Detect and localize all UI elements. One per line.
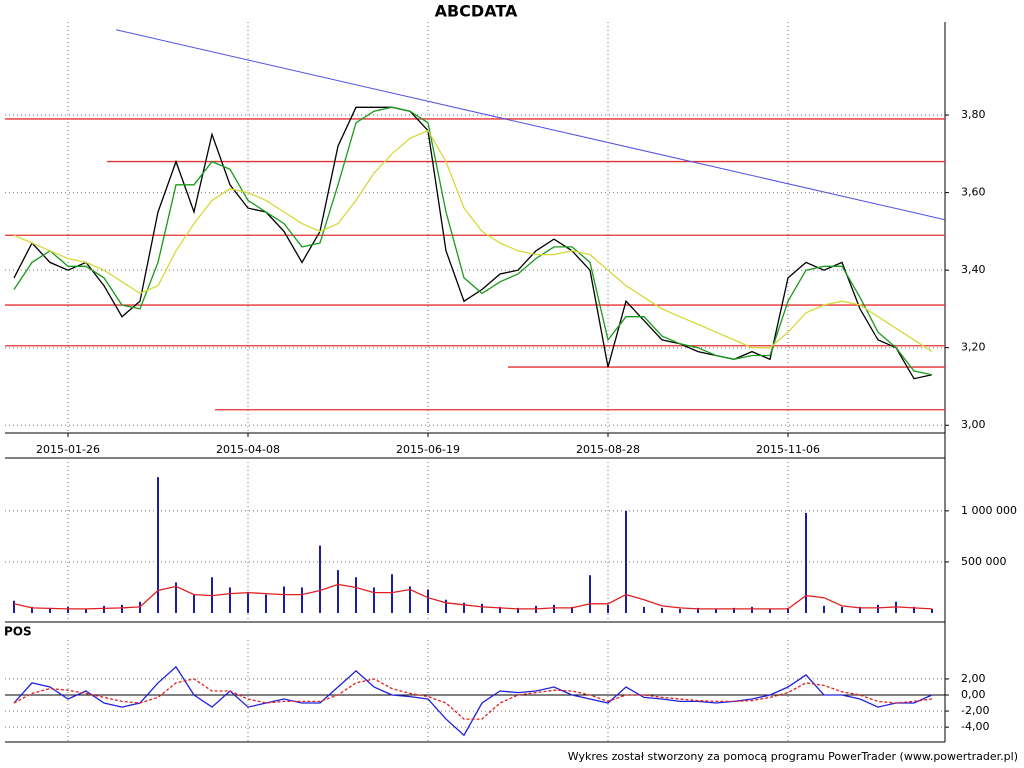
y-tick-label: 500 000	[961, 555, 1007, 568]
x-tick-label: 2015-08-28	[576, 443, 640, 456]
footer: Wykres został stworzony za pomocą progra…	[568, 750, 1018, 763]
y-tick-label: 3,40	[961, 263, 986, 276]
y-tick-label: 1 000 000	[961, 504, 1017, 517]
volume-bar	[589, 575, 591, 613]
volume-bar	[13, 600, 15, 613]
volume-bar	[103, 605, 105, 613]
volume-bar	[355, 577, 357, 613]
volume-bar	[157, 477, 159, 613]
volume-bar	[229, 587, 231, 613]
x-tick-label: 2015-11-06	[756, 443, 820, 456]
y-tick-label: 3,00	[961, 418, 986, 431]
volume-bar	[733, 607, 735, 613]
volume-bar	[823, 605, 825, 613]
volume-bar	[445, 599, 447, 613]
volume-bar	[553, 604, 555, 613]
volume-bar	[319, 545, 321, 613]
volume-bar	[301, 587, 303, 613]
volume-bar	[337, 570, 339, 613]
series-line	[13, 678, 933, 720]
volume-bar	[931, 608, 933, 613]
volume-bar	[373, 587, 375, 613]
y-tick-label: 2,00	[961, 672, 986, 685]
volume-bar	[679, 608, 681, 613]
x-tick-label: 2015-01-26	[36, 443, 100, 456]
volume-bar	[265, 594, 267, 613]
volume-bar	[427, 589, 429, 613]
volume-bar	[121, 604, 123, 613]
y-tick-label: 3,20	[961, 341, 986, 354]
y-tick-label: -2,00	[961, 704, 989, 717]
series-line	[13, 106, 933, 376]
volume-bar	[85, 608, 87, 613]
series-line	[13, 129, 933, 353]
panel-title: POS	[4, 625, 32, 639]
volume-bar	[715, 608, 717, 613]
x-tick-label: 2015-04-08	[216, 443, 280, 456]
volume-bar	[769, 608, 771, 613]
volume-bar	[625, 510, 627, 613]
volume-bar	[643, 606, 645, 613]
series-line	[13, 583, 933, 610]
volume-bar	[193, 594, 195, 613]
volume-bar	[787, 607, 789, 613]
volume-bar	[661, 607, 663, 613]
volume-bar	[481, 603, 483, 613]
volume-bar	[697, 607, 699, 613]
volume-bar	[409, 586, 411, 613]
volume-bar	[175, 582, 177, 613]
y-tick-label: 3,60	[961, 186, 986, 199]
volume-bar	[31, 606, 33, 613]
volume-bar	[247, 592, 249, 613]
volume-bar	[49, 607, 51, 613]
chart-title: ABCDATA	[435, 2, 518, 21]
volume-bar	[859, 606, 861, 613]
volume-bar	[67, 606, 69, 613]
volume-bar	[463, 602, 465, 613]
y-tick-label: 0,00	[961, 688, 986, 701]
volume-bar	[499, 606, 501, 613]
volume-bar	[283, 586, 285, 613]
volume-bar	[607, 604, 609, 613]
y-tick-label: -4,00	[961, 720, 989, 733]
volume-bar	[571, 606, 573, 613]
volume-bar	[877, 604, 879, 613]
y-tick-label: 3,80	[961, 108, 986, 121]
volume-bar	[751, 606, 753, 613]
volume-bar	[841, 606, 843, 613]
volume-bar	[391, 574, 393, 613]
volume-bar	[913, 606, 915, 613]
volume-bar	[805, 512, 807, 613]
series-line	[13, 106, 933, 380]
trend-line	[115, 29, 946, 221]
x-tick-label: 2015-06-19	[396, 443, 460, 456]
volume-bar	[517, 607, 519, 613]
